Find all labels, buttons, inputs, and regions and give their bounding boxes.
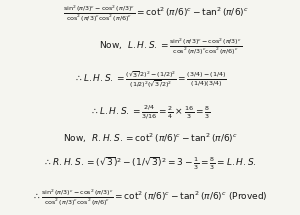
Text: $\therefore R.H.S.=(\sqrt{3})^{2}-(1/\sqrt{3})^{2}=3-\frac{1}{3}=\frac{8}{3}=L.H: $\therefore R.H.S.=(\sqrt{3})^{2}-(1/\sq… [43, 156, 257, 172]
Text: Now,  $L.H.S.=\frac{\sin^{2}(\pi/3)^{c}-\cos^{2}(\pi/3)^{c}}{\cos^{2}(\pi/3)^{c}: Now, $L.H.S.=\frac{\sin^{2}(\pi/3)^{c}-\… [99, 37, 242, 57]
Text: $\therefore\frac{\sin^{2}(\pi/3)^{c}-\cos^{2}(\pi/3)^{c}}{\cos^{2}(\pi/3)^{c}\co: $\therefore\frac{\sin^{2}(\pi/3)^{c}-\co… [32, 187, 268, 208]
Text: $\therefore L.H.S.=\frac{2/4}{3/16}=\frac{2}{4}\times\frac{16}{3}=\frac{8}{3}$: $\therefore L.H.S.=\frac{2/4}{3/16}=\fra… [90, 103, 210, 121]
Text: $\therefore L.H.S.=\frac{(\sqrt{3}/2)^{2}-(1/2)^{2}}{(1/2)^{2}(\sqrt{3}/2)^{2}}=: $\therefore L.H.S.=\frac{(\sqrt{3}/2)^{2… [74, 69, 226, 90]
Text: $\frac{\sin^{2}(\pi/3)^{c}-\cos^{2}(\pi/3)^{c}}{\cos^{2}(\pi/3)^{c}\cos^{2}(\pi/: $\frac{\sin^{2}(\pi/3)^{c}-\cos^{2}(\pi/… [63, 4, 249, 25]
Text: Now,  $R.H.S.=\cot^{2}(\pi/6)^{c}-\tan^{2}(\pi/6)^{c}$: Now, $R.H.S.=\cot^{2}(\pi/6)^{c}-\tan^{2… [62, 132, 238, 145]
